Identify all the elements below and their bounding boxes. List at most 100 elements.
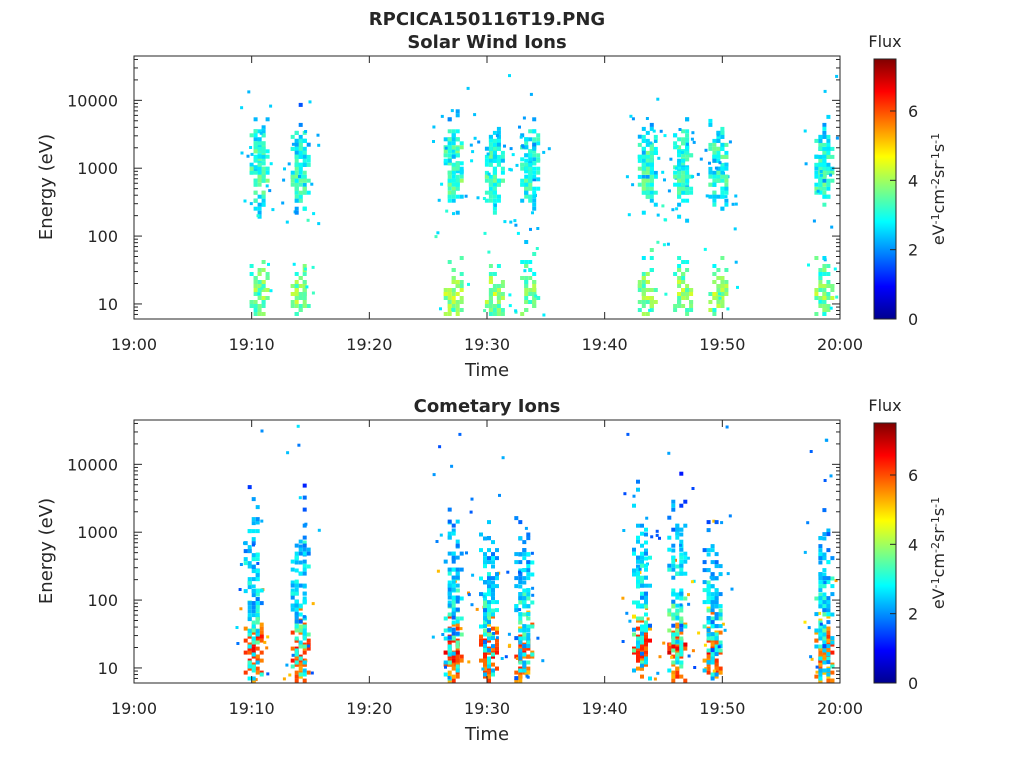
- flux-cell: [447, 308, 452, 312]
- flux-cell: [677, 280, 682, 284]
- flux-cell: [830, 640, 835, 645]
- flux-cell: [822, 532, 827, 537]
- x-tick-label: 19:20: [346, 335, 392, 354]
- flux-cell: [302, 272, 307, 276]
- flux-cell: [666, 242, 670, 246]
- flux-cell: [261, 194, 266, 199]
- flux-cell: [251, 521, 256, 526]
- flux-cell: [470, 159, 474, 163]
- flux-cell: [247, 577, 252, 582]
- flux-cell: [447, 178, 452, 183]
- flux-cell: [640, 531, 644, 536]
- flux-cell: [663, 178, 666, 182]
- flux-cell: [306, 162, 311, 167]
- flux-cell: [479, 634, 483, 639]
- flux-cell: [822, 632, 827, 637]
- flux-cell: [253, 170, 258, 175]
- flux-cell: [724, 195, 728, 199]
- colorbar-label-unit: sr: [929, 163, 948, 178]
- scan-0: [240, 90, 275, 316]
- flux-cell: [640, 579, 644, 584]
- flux-cell: [251, 678, 256, 683]
- flux-cell: [459, 141, 464, 146]
- flux-cell: [522, 556, 527, 561]
- flux-cell: [675, 612, 680, 617]
- flux-cell: [526, 646, 531, 651]
- flux-cell: [518, 125, 521, 129]
- flux-cell: [685, 308, 690, 312]
- flux-cell: [726, 307, 730, 311]
- flux-cell: [652, 129, 656, 133]
- flux-cell: [529, 92, 533, 96]
- flux-cell: [251, 664, 256, 669]
- scan-1: [282, 424, 321, 683]
- flux-cell: [706, 588, 711, 593]
- flux-cell: [518, 576, 523, 581]
- flux-cell: [238, 588, 242, 591]
- flux-cell: [447, 587, 452, 592]
- flux-cell: [488, 134, 493, 139]
- flux-cell: [528, 137, 533, 142]
- flux-cell: [641, 300, 646, 304]
- flux-cell: [708, 292, 713, 296]
- flux-cell: [649, 194, 654, 199]
- flux-cell: [447, 300, 452, 304]
- flux-cell: [714, 666, 719, 671]
- flux-cell: [530, 572, 535, 577]
- flux-cell: [644, 556, 648, 561]
- flux-cell: [444, 146, 448, 150]
- flux-cell: [447, 129, 452, 134]
- colorbar-label-unit: cm: [929, 553, 948, 577]
- flux-cell: [528, 186, 533, 191]
- flux-cell: [249, 264, 254, 268]
- flux-cell: [644, 630, 648, 635]
- colorbar-label-unit: sr: [929, 527, 948, 542]
- flux-cell: [292, 262, 296, 266]
- flux-cell: [524, 145, 529, 150]
- flux-cell: [822, 508, 827, 513]
- flux-cell: [488, 312, 493, 316]
- flux-cell: [830, 296, 835, 300]
- flux-cell: [658, 536, 661, 540]
- flux-cell: [724, 142, 729, 147]
- flux-cell: [302, 154, 307, 159]
- flux-cell: [243, 589, 248, 594]
- flux-cell: [302, 288, 307, 292]
- flux-cell: [632, 632, 636, 637]
- flux-cell: [710, 560, 715, 565]
- flux-cell: [496, 198, 501, 203]
- flux-cell: [530, 551, 534, 555]
- flux-cell: [459, 272, 464, 276]
- flux-cell: [288, 673, 292, 677]
- flux-cell: [483, 536, 487, 541]
- flux-cell: [822, 202, 827, 207]
- flux-cell: [523, 269, 527, 273]
- flux-cell: [679, 654, 684, 659]
- flux-cell: [728, 514, 732, 518]
- flux-cell: [671, 588, 676, 593]
- flux-cell: [818, 676, 823, 681]
- flux-cell: [451, 611, 456, 616]
- flux-cell: [298, 146, 303, 151]
- flux-cell: [673, 170, 678, 175]
- flux-cell: [689, 288, 694, 292]
- flux-cell: [826, 596, 831, 601]
- flux-cell: [826, 170, 831, 175]
- flux-cell: [524, 296, 529, 300]
- flux-cell: [830, 284, 835, 288]
- flux-cell: [706, 552, 711, 557]
- flux-cell: [677, 284, 682, 288]
- flux-cell: [814, 630, 819, 635]
- flux-cell: [491, 652, 495, 657]
- flux-cell: [526, 624, 531, 629]
- flux-cell: [640, 563, 644, 568]
- scan-8: [803, 74, 839, 316]
- flux-cell: [447, 614, 452, 619]
- flux-cell: [826, 674, 831, 679]
- flux-cell: [298, 182, 303, 187]
- flux-cell: [671, 654, 676, 659]
- flux-cell: [706, 636, 711, 641]
- flux-cell: [247, 634, 252, 639]
- flux-cell: [451, 651, 456, 656]
- flux-cell: [459, 627, 463, 631]
